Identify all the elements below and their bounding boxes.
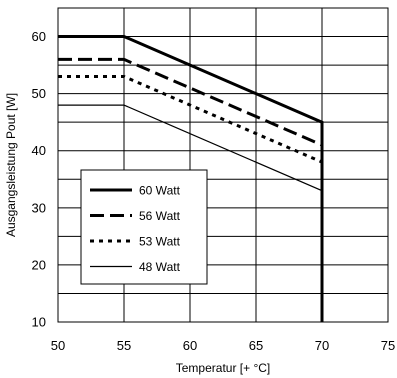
y-tick-label: 60 — [32, 29, 46, 44]
legend-label-4: 48 Watt — [139, 260, 181, 274]
y-tick-label: 30 — [32, 200, 46, 215]
x-tick-label: 60 — [183, 338, 197, 353]
y-axis-title: Ausgangsleistung Pout [W] — [4, 93, 18, 237]
legend-label-3: 53 Watt — [139, 235, 181, 249]
y-tick-label: 10 — [32, 315, 46, 330]
x-tick-label: 55 — [117, 338, 131, 353]
x-tick-label: 75 — [381, 338, 395, 353]
x-axis-title: Temperatur [+ °C] — [176, 361, 271, 375]
legend-label-1: 60 Watt — [139, 184, 181, 198]
series-group — [58, 35, 324, 322]
x-tick-label: 65 — [249, 338, 263, 353]
x-tick-label: 70 — [315, 338, 329, 353]
legend: 60 Watt 56 Watt 53 Watt 48 Watt — [80, 169, 208, 285]
y-tick-label: 50 — [32, 86, 46, 101]
plot-frame — [57, 7, 389, 323]
x-tick-label: 50 — [51, 338, 65, 353]
tick-labels: 50 55 60 65 70 75 10 20 30 40 50 60 — [32, 29, 396, 353]
legend-label-2: 56 Watt — [139, 209, 181, 223]
series-line-4 — [58, 104, 323, 322]
y-tick-label: 40 — [32, 143, 46, 158]
y-tick-label: 20 — [32, 257, 46, 272]
